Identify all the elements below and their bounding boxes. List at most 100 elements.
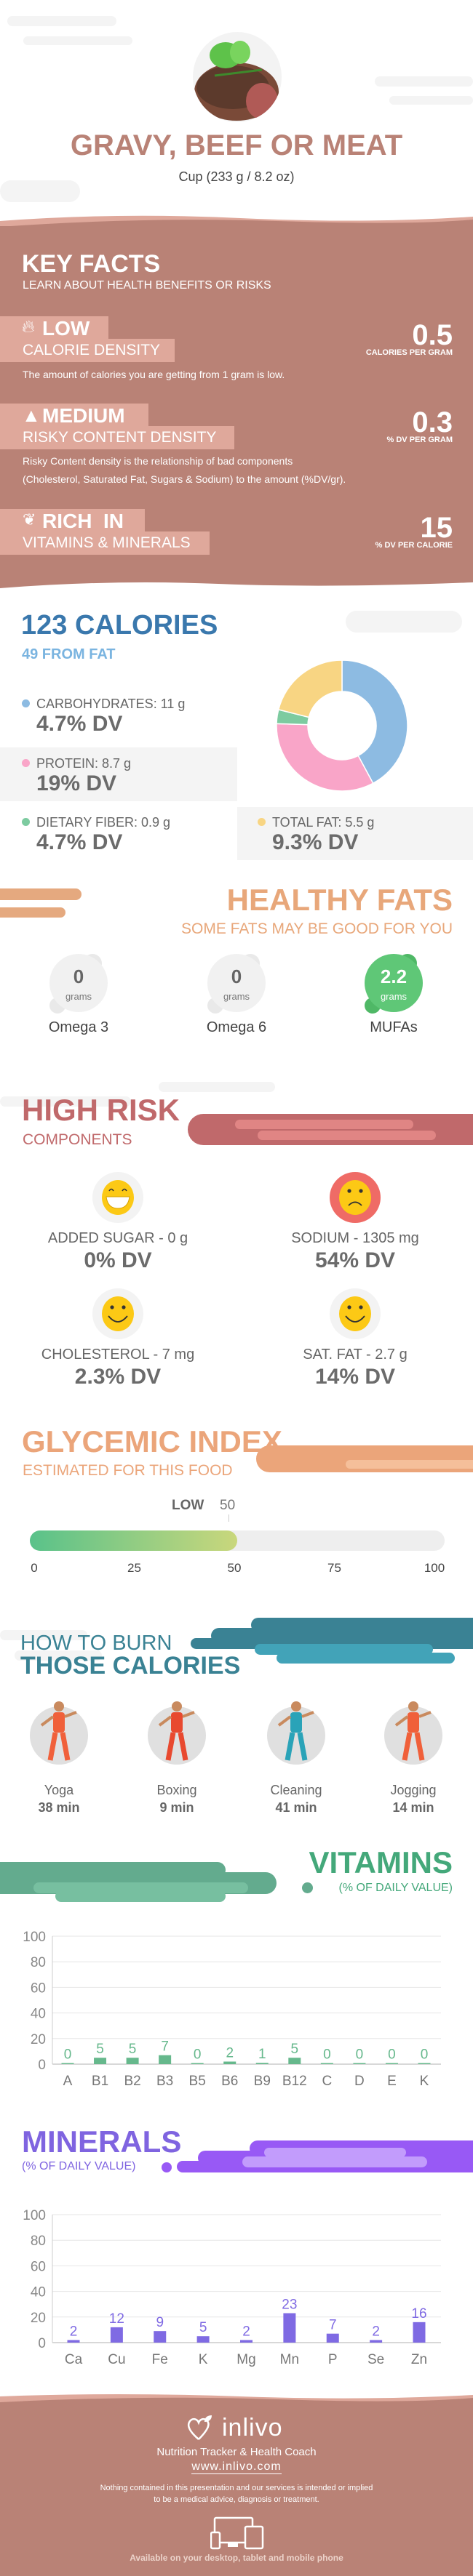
bar-value-label: 2 — [372, 2324, 380, 2339]
x-tick-label: Mn — [280, 2352, 299, 2367]
fat-name: MUFAs — [370, 1019, 418, 1035]
fact-name-box — [0, 531, 210, 555]
y-tick-label: 40 — [31, 2007, 46, 2022]
jogging-icon — [394, 1701, 432, 1761]
risk-label: SODIUM - 1305 mg — [291, 1230, 419, 1246]
bar — [283, 2313, 296, 2343]
activity-time: 9 min — [159, 1800, 194, 1815]
decor-cloud — [375, 76, 473, 87]
fact-level-box — [0, 404, 148, 427]
sad-face-icon — [339, 1180, 371, 1215]
fact-level-box — [0, 509, 145, 532]
fact-name: VITAMINS & MINERALS — [23, 534, 191, 551]
inlivo-heart-logo-icon — [187, 2415, 212, 2440]
fat-value: 2.2 — [380, 966, 408, 987]
vitamins-subtitle: (% OF DAILY VALUE) — [338, 1882, 453, 1894]
macro-label: CARBOHYDRATES: 11 g — [36, 697, 186, 711]
bar-value-label: 0 — [323, 2047, 331, 2063]
decor-cloud — [15, 1650, 102, 1661]
glycemic-tick-label: 25 — [127, 1561, 141, 1575]
key-facts-title: KEY FACTS — [22, 250, 161, 278]
macro-label: PROTEIN: 8.7 g — [36, 756, 132, 771]
decor-bar — [0, 888, 82, 900]
fact-description: The amount of calories you are getting f… — [23, 369, 285, 380]
decor-bar — [55, 1890, 226, 1902]
y-tick-label: 20 — [31, 2311, 46, 2326]
website-link-wrap: www.inlivo.com — [0, 2460, 473, 2474]
flame-icon: 🔥︎ — [22, 317, 35, 337]
high-risk-title: HIGH RISK — [22, 1093, 180, 1127]
fat-circle — [49, 954, 108, 1012]
decor-cloud — [159, 1082, 275, 1092]
bar — [223, 2061, 236, 2064]
vitamins-bar-chart: 0 20 40 60 80 100 0 A 5 B1 5 B2 7 B3 0 B5 2 B6 1 B9 5 B12 0 C 0 D… — [23, 1930, 441, 2089]
footer — [0, 2405, 473, 2576]
bar — [154, 2331, 167, 2343]
glycemic-bar-track — [30, 1530, 445, 1551]
bar — [370, 2340, 383, 2343]
bar-value-label: 0 — [194, 2047, 202, 2063]
bar-value-label: 5 — [199, 2320, 207, 2335]
x-tick-label: D — [354, 2074, 365, 2089]
glycemic-title: GLYCEMIC INDEX — [22, 1424, 282, 1458]
bar-value-label: 16 — [411, 2306, 426, 2322]
bar-value-label: 5 — [291, 2042, 299, 2057]
decor-dot — [302, 1882, 313, 1893]
fat-unit: grams — [65, 991, 92, 1002]
availability-note: Available on your desktop, tablet and mo… — [130, 2553, 343, 2563]
activity-name: Jogging — [390, 1783, 437, 1797]
macro-dv: 19% DV — [36, 771, 117, 795]
fat-value: 0 — [73, 966, 84, 987]
x-tick-label: K — [199, 2352, 208, 2367]
calories-from-fat: 49 FROM FAT — [22, 646, 116, 662]
x-tick-label: C — [322, 2074, 332, 2089]
activity-name: Yoga — [44, 1783, 74, 1797]
risk-label: SAT. FAT - 2.7 g — [303, 1347, 408, 1363]
high-risk-subtitle: COMPONENTS — [23, 1131, 132, 1148]
y-tick-label: 0 — [38, 2336, 46, 2351]
key-facts-subtitle: LEARN ABOUT HEALTH BENEFITS OR RISKS — [23, 279, 271, 292]
x-tick-label: E — [387, 2074, 397, 2089]
x-tick-label: A — [63, 2074, 73, 2089]
glycemic-tick-label: 50 — [227, 1561, 242, 1575]
website-link[interactable]: www.inlivo.com — [191, 2460, 282, 2474]
x-tick-label: B9 — [254, 2074, 271, 2089]
bar-value-label: 0 — [356, 2047, 364, 2063]
wave-divider — [0, 578, 473, 588]
devices-icon — [210, 2516, 264, 2550]
x-tick-label: B5 — [189, 2074, 206, 2089]
warning-icon: ▲ — [22, 404, 41, 426]
x-tick-label: B12 — [282, 2074, 307, 2089]
bar — [67, 2340, 80, 2343]
legend-highlight — [237, 807, 473, 860]
bar-value-label: 7 — [161, 2039, 169, 2055]
bar-value-label: 7 — [329, 2318, 337, 2333]
cleaning-icon — [277, 1701, 314, 1761]
fat-name: Omega 3 — [48, 1019, 109, 1035]
macro-label: DIETARY FIBER: 0.9 g — [36, 815, 171, 830]
bar — [418, 2063, 431, 2064]
bar — [320, 2063, 333, 2064]
decor-cloud — [0, 1630, 87, 1640]
risk-dv: 0% DV — [84, 1248, 152, 1272]
activity-time: 14 min — [392, 1800, 434, 1815]
fact-unit: % DV PER CALORIE — [375, 541, 453, 550]
steak-photo-icon — [194, 41, 279, 121]
activity-name: Cleaning — [270, 1783, 322, 1797]
wave-divider — [0, 215, 473, 227]
y-tick-label: 60 — [31, 1981, 46, 1996]
legend-dot — [22, 818, 30, 826]
donut-slice — [341, 659, 408, 785]
fact-description: (Cholesterol, Saturated Fat, Sugars & So… — [23, 473, 346, 485]
decor-bar — [0, 907, 65, 918]
glycemic-tick-label: 100 — [424, 1561, 445, 1575]
grin-face-icon — [102, 1180, 134, 1215]
risk-label: CHOLESTEROL - 7 mg — [41, 1347, 195, 1363]
food-title: GRAVY, BEEF OR MEAT — [70, 129, 403, 161]
x-tick-label: B6 — [221, 2074, 238, 2089]
decor-bar — [235, 1120, 413, 1129]
burn-title-bottom: THOSE CALORIES — [20, 1652, 241, 1680]
healthy-fats-subtitle: SOME FATS MAY BE GOOD FOR YOU — [180, 920, 453, 937]
decor-bar — [346, 1460, 473, 1469]
y-tick-label: 100 — [23, 2208, 46, 2223]
